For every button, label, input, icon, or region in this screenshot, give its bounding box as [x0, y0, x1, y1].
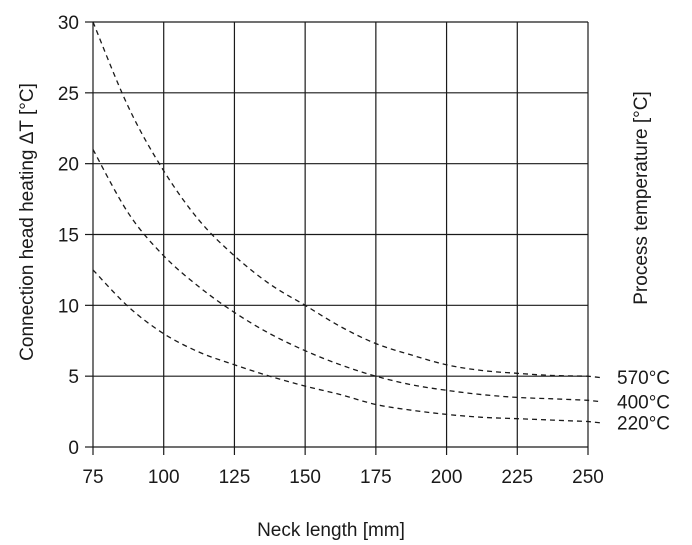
- y-tick-label-25: 25: [58, 84, 79, 105]
- right-axis-title: Process temperature [°C]: [631, 91, 652, 305]
- data-series: [92, 21, 603, 424]
- x-tick-label-200: 200: [431, 467, 463, 488]
- y-tick-label-30: 30: [58, 13, 79, 34]
- y-tick-label-15: 15: [58, 226, 79, 247]
- x-tick-label-250: 250: [572, 467, 604, 488]
- grid-lines: [92, 21, 589, 448]
- series-label-570c: 570°C: [617, 368, 670, 389]
- y-tick-label-20: 20: [58, 155, 79, 176]
- series-label-400c: 400°C: [617, 392, 670, 413]
- series-line-220c: [92, 269, 603, 424]
- x-tick-label-175: 175: [360, 467, 392, 488]
- x-axis-title: Neck length [mm]: [257, 520, 405, 541]
- series-line-570c: [92, 21, 603, 379]
- series-label-220c: 220°C: [617, 414, 670, 435]
- x-tick-label-150: 150: [289, 467, 321, 488]
- series-line-400c: [92, 149, 603, 403]
- y-tick-labels: 0 5 10 15 20 25 30: [58, 13, 79, 459]
- x-tick-label-225: 225: [501, 467, 533, 488]
- x-tick-label-125: 125: [219, 467, 251, 488]
- y-tick-label-5: 5: [68, 367, 79, 388]
- y-tick-label-10: 10: [58, 296, 79, 317]
- y-tick-label-0: 0: [68, 438, 79, 459]
- axis-ticks: [85, 21, 589, 455]
- x-tick-label-75: 75: [82, 467, 103, 488]
- x-tick-labels: 75 100 125 150 175 200 225 250: [82, 467, 603, 488]
- x-tick-label-100: 100: [148, 467, 180, 488]
- y-axis-title: Connection head heating ΔT [°C]: [17, 83, 38, 361]
